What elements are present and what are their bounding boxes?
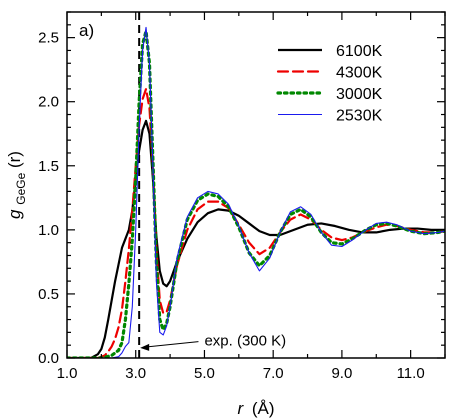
y-tick-label: 1.5 <box>38 158 59 175</box>
x-axis: 1.0 3.0 5.0 7.0 9.0 11.0 <box>57 12 446 382</box>
y-tick-label: 2.0 <box>38 94 59 111</box>
reference-annotation: exp. (300 K) <box>140 333 286 351</box>
series-line-2530k <box>67 26 445 358</box>
annotation-arrowhead <box>140 343 150 351</box>
legend-label-6100k: 6100K <box>336 43 383 60</box>
y-tick-label: 2.5 <box>38 30 59 47</box>
y-axis-label: g GeGe (r) <box>5 151 29 219</box>
y-tick-label: 0.0 <box>38 350 59 367</box>
legend-label-4300k: 4300K <box>336 65 383 82</box>
plot-area <box>67 12 445 358</box>
x-tick-label: 1.0 <box>57 365 78 382</box>
legend-label-2530k: 2530K <box>336 108 383 125</box>
y-tick-label: 1.0 <box>38 222 59 239</box>
y-axis-subscript: GeGe <box>14 172 28 204</box>
series-line-6100k <box>67 119 445 358</box>
annotation-arrow <box>147 341 199 348</box>
x-tick-label: 11.0 <box>397 365 425 382</box>
x-axis-label: r (Å) <box>237 399 274 418</box>
series-line-3000k <box>67 29 445 358</box>
x-axis-variable: r <box>237 399 244 418</box>
x-tick-label: 5.0 <box>194 365 215 382</box>
annotation-label: exp. (300 K) <box>204 333 286 350</box>
y-tick-label: 0.5 <box>38 286 59 303</box>
legend: 6100K 4300K 3000K 2530K <box>276 43 383 125</box>
legend-label-3000k: 3000K <box>336 86 383 103</box>
x-tick-label: 9.0 <box>331 365 352 382</box>
y-axis: 0.0 0.5 1.0 1.5 2.0 2.5 <box>38 11 445 367</box>
x-tick-label: 7.0 <box>263 365 284 382</box>
x-axis-unit: (Å) <box>252 399 275 418</box>
y-axis-argument: (r) <box>5 151 24 168</box>
plot-frame <box>66 11 446 359</box>
panel-label: a) <box>79 21 94 40</box>
y-axis-base: g <box>5 209 24 219</box>
x-tick-label: 3.0 <box>125 365 146 382</box>
